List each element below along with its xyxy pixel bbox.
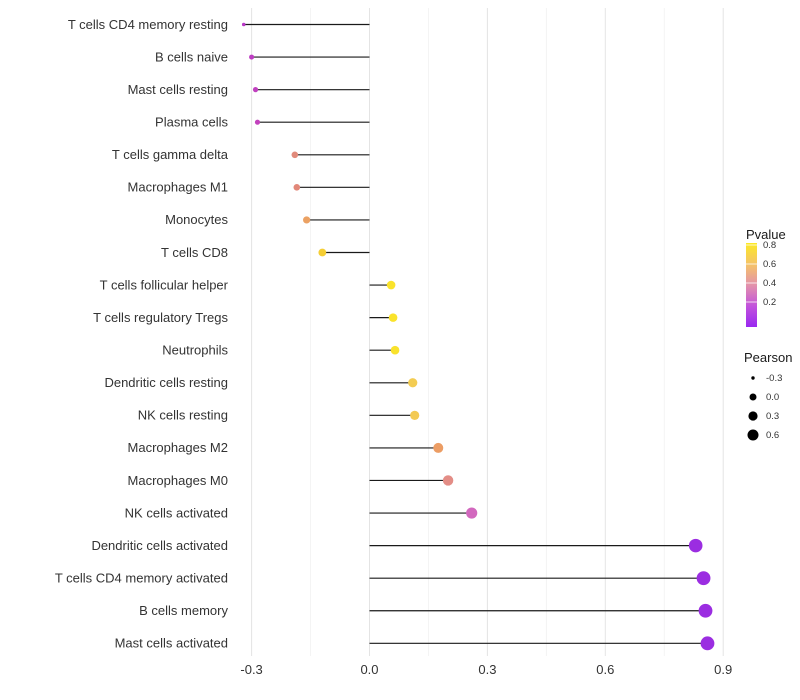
y-axis-label: Macrophages M1: [128, 180, 228, 195]
y-axis-label: NK cells activated: [125, 505, 228, 520]
legend-size-dot: [749, 393, 757, 401]
legend-size-label: 0.6: [766, 430, 779, 441]
y-axis-label: Neutrophils: [162, 342, 228, 357]
y-axis-label: Monocytes: [165, 212, 228, 227]
y-axis-label: T cells follicular helper: [100, 277, 229, 292]
lollipop-dot: [386, 280, 396, 290]
y-axis-label: Macrophages M0: [128, 473, 228, 488]
lollipop-dot: [252, 87, 259, 93]
y-axis-label: B cells naive: [155, 49, 228, 64]
lollipop-dot: [433, 442, 444, 453]
legend-size-dot: [747, 429, 759, 441]
lollipop-dot: [241, 22, 246, 27]
y-axis-label: Dendritic cells resting: [104, 375, 228, 390]
lollipop-dot: [303, 216, 311, 224]
y-axis-label: Dendritic cells activated: [91, 538, 228, 553]
lollipop-dot: [410, 410, 420, 420]
lollipop-dot: [700, 636, 715, 651]
lollipop-dot: [390, 345, 400, 355]
legend-size-label: -0.3: [766, 373, 782, 384]
pvalue-colorbar: [746, 243, 757, 327]
lollipop-dot: [698, 603, 713, 618]
lollipop-dot: [442, 475, 454, 486]
y-axis-label: Plasma cells: [155, 115, 228, 130]
lollipop-dot: [388, 313, 398, 322]
y-axis-label: T cells regulatory Tregs: [93, 310, 228, 325]
x-axis-tick-label: -0.3: [240, 662, 262, 677]
colorbar-tick-label: 0.4: [763, 278, 776, 289]
lollipop-dot: [293, 184, 301, 191]
lollipop-dot: [408, 378, 418, 388]
colorbar-tick-label: 0.8: [763, 240, 776, 251]
y-axis-label: T cells CD4 memory activated: [55, 570, 228, 585]
y-axis-label: B cells memory: [139, 603, 228, 618]
legend-size-label: 0.0: [766, 392, 779, 403]
legend-pvalue-title: Pvalue: [746, 227, 786, 242]
legend-size-dot: [751, 376, 755, 380]
lollipop-dot: [696, 571, 711, 586]
lollipop-dot: [291, 151, 299, 159]
colorbar-tick-label: 0.6: [763, 259, 776, 270]
y-axis-label: Macrophages M2: [128, 440, 228, 455]
lollipop-dot: [466, 507, 478, 519]
y-axis-label: T cells gamma delta: [112, 147, 229, 162]
x-axis-tick-label: 0.6: [596, 662, 614, 677]
y-axis-label: Mast cells resting: [128, 82, 228, 97]
lollipop-dot: [318, 248, 327, 257]
y-axis-label: T cells CD8: [161, 245, 228, 260]
legend-pearson-title: Pearson: [744, 350, 792, 365]
y-axis-label: T cells CD4 memory resting: [68, 17, 228, 32]
colorbar-tick-label: 0.2: [763, 297, 776, 308]
legend-size-label: 0.3: [766, 411, 779, 422]
x-axis-tick-label: 0.3: [478, 662, 496, 677]
legend-size-dot: [748, 411, 758, 421]
lollipop-dot: [249, 54, 255, 60]
lollipop-dot: [254, 119, 261, 125]
y-axis-label: NK cells resting: [138, 408, 228, 423]
x-axis-tick-label: 0.9: [714, 662, 732, 677]
x-axis-tick-label: 0.0: [360, 662, 378, 677]
y-axis-label: Mast cells activated: [115, 636, 228, 651]
lollipop-dot: [688, 538, 703, 553]
